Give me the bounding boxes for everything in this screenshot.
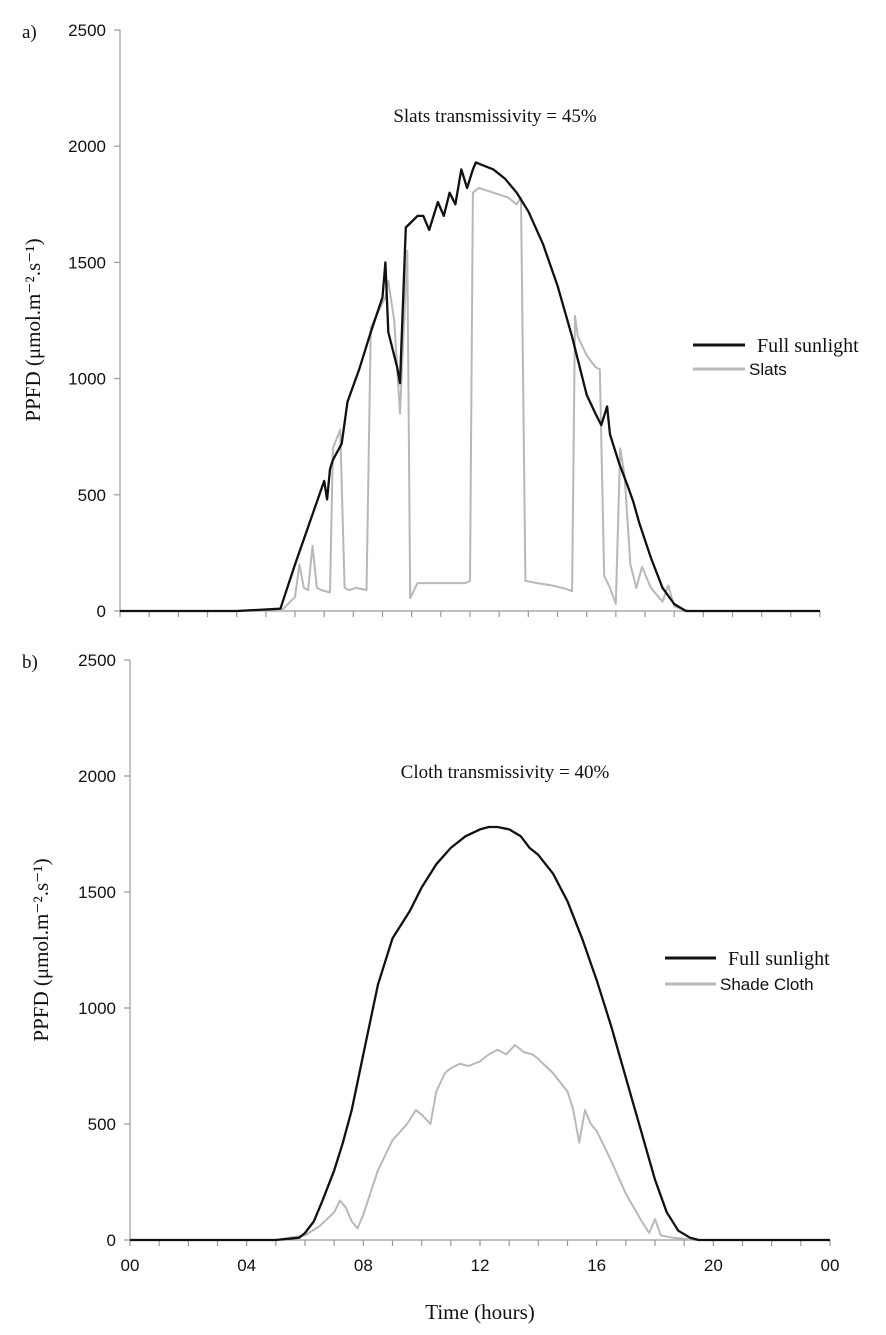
panel-b-legend-label-other: Shade Cloth [720,975,814,994]
panel-a-series-full-sunlight [120,161,820,613]
panel-a-y-tick-label: 0 [97,602,106,621]
panel-a-label: a) [22,22,37,43]
panel-b-annotation: Cloth transmissivity = 40% [401,762,610,783]
panel-b-y-tick-label: 0 [107,1231,116,1250]
panel-b-x-tick-label: 04 [237,1256,256,1275]
panel-b-series-shade-cloth [130,1044,830,1241]
panel-b-x-tick-label: 00 [121,1256,140,1275]
panel-a-y-axis-title: PPFD (μmol.m⁻².s⁻¹) [21,238,45,421]
panel-b-y-tick-label: 500 [88,1115,116,1134]
panel-b-x-tick-label: 16 [587,1256,606,1275]
panel-a-annotation: Slats transmissivity = 45% [393,106,597,127]
panel-b-y-tick-label: 2500 [78,651,116,670]
panel-a-y-tick-label: 2000 [68,137,106,156]
panel-b-y-axis-title: PPFD (μmol.m⁻².s⁻¹) [29,858,53,1041]
panel-b-x-tick-label: 08 [354,1256,373,1275]
panel-a-y-tick-label: 2500 [68,21,106,40]
panel-b-x-tick-label: 12 [471,1256,490,1275]
panel-b-legend-label-full-sunlight: Full sunlight [728,948,830,970]
panel-a-y-tick-label: 500 [78,486,106,505]
panel-b-y-tick-label: 2000 [78,767,116,786]
panel-a-legend-label-full-sunlight: Full sunlight [757,335,859,357]
panel-b-y-tick-label: 1000 [78,999,116,1018]
panel-b-x-tick-label: 00 [821,1256,840,1275]
panel-a-y-tick-label: 1000 [68,370,106,389]
panel-b-x-tick-label: 20 [704,1256,723,1275]
panel-a-legend-label-other: Slats [749,360,787,379]
panel-b-x-axis-title: Time (hours) [425,1300,534,1324]
panel-b-label: b) [22,652,38,673]
panel-b-y-tick-label: 1500 [78,883,116,902]
panel-a-y-tick-label: 1500 [68,253,106,272]
panel-a-series-slats [120,187,820,612]
panel-b-series-full-sunlight [130,825,830,1242]
